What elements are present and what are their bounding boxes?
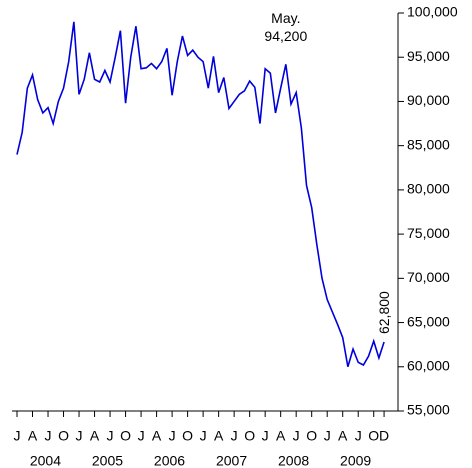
x-tick-label: A — [90, 428, 100, 444]
value-label: 94,200 — [264, 28, 307, 44]
x-tick-label: J — [293, 428, 300, 444]
x-tick-label: J — [45, 428, 52, 444]
y-tick-label: 100,000 — [407, 4, 458, 20]
x-tick-label: O — [58, 428, 69, 444]
x-tick-label: A — [276, 428, 286, 444]
x-group-label: 2009 — [340, 453, 371, 468]
y-tick-label: 85,000 — [407, 136, 450, 152]
y-tick-label: 65,000 — [407, 313, 450, 329]
x-tick-label: A — [338, 428, 348, 444]
y-tick-label: 95,000 — [407, 48, 450, 64]
x-tick-label: J — [231, 428, 238, 444]
y-tick-label: 60,000 — [407, 357, 450, 373]
x-tick-label: J — [107, 428, 114, 444]
x-group-label: 2006 — [154, 453, 185, 468]
x-tick-label: O — [306, 428, 317, 444]
x-tick-label: J — [76, 428, 83, 444]
x-tick-label: O — [182, 428, 193, 444]
x-tick-label: D — [379, 428, 389, 444]
annotation: May. — [271, 10, 300, 26]
x-tick-label: J — [262, 428, 269, 444]
x-tick-label: J — [200, 428, 207, 444]
x-group-label: 2005 — [92, 453, 123, 468]
x-tick-label: J — [324, 428, 331, 444]
y-tick-label: 70,000 — [407, 269, 450, 285]
x-group-label: 2004 — [30, 453, 61, 468]
x-tick-label: J — [14, 428, 21, 444]
y-tick-label: 80,000 — [407, 181, 450, 197]
x-group-label: 2008 — [278, 453, 309, 468]
value-label: 62,800 — [376, 291, 392, 334]
y-tick-label: 90,000 — [407, 92, 450, 108]
x-tick-label: O — [368, 428, 379, 444]
x-tick-label: A — [28, 428, 38, 444]
x-tick-label: J — [138, 428, 145, 444]
x-tick-label: O — [244, 428, 255, 444]
x-tick-label: J — [355, 428, 362, 444]
data-line — [16, 21, 385, 368]
x-tick-label: O — [120, 428, 131, 444]
y-tick-label: 55,000 — [407, 402, 450, 418]
x-tick-label: A — [152, 428, 162, 444]
y-tick-label: 75,000 — [407, 225, 450, 241]
x-tick-label: J — [169, 428, 176, 444]
x-group-label: 2007 — [216, 453, 247, 468]
x-tick-label: A — [214, 428, 224, 444]
